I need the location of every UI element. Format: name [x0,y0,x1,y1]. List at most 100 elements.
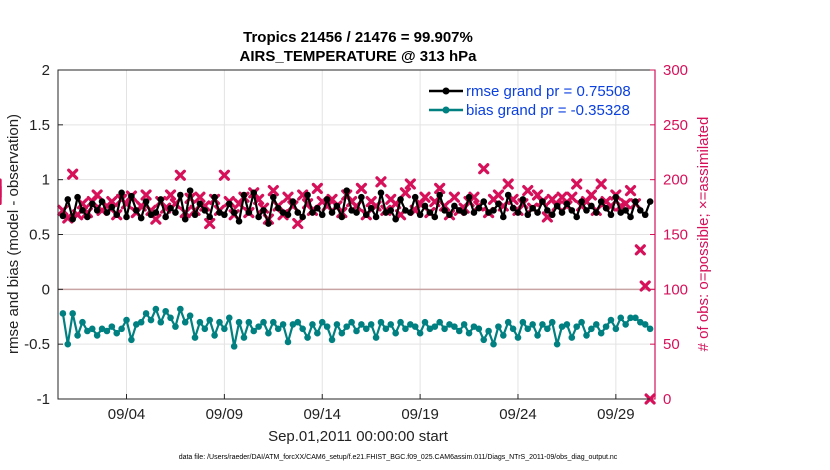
bias-point [646,325,654,333]
rmse-point [534,209,541,216]
obs-point [174,169,186,181]
rmse-point [597,198,605,205]
rmse-point [289,198,297,205]
y-tick-label: 1.5 [29,117,50,134]
x-tick-label: 09/29 [597,406,635,423]
rmse-point [142,198,150,205]
bias-point [88,325,96,333]
rmse-point [500,213,507,221]
rmse-point [113,211,121,219]
left-axis: -1 -0.5 0 0.5 1 1.5 2 [24,62,63,408]
bias-point [274,325,282,333]
bias-point [137,318,145,326]
rmse-point [592,209,600,216]
x-tick-label: 09/19 [401,406,439,423]
bias-point [602,323,610,330]
rmse-point [225,200,233,208]
bias-point [255,323,262,330]
bias-point [59,310,67,317]
rmse-point [270,193,277,201]
rmse-point [284,211,292,219]
bias-point [402,325,409,333]
rmse-point [392,215,399,223]
bias-point [622,321,629,328]
bias-point [328,336,336,344]
y-right-tick-label: 50 [663,336,680,353]
bias-point [627,314,634,322]
rmse-point [294,209,302,216]
bias-point [421,318,429,326]
rmse-point [426,209,434,216]
bias-point [480,336,488,344]
bias-point [299,325,306,333]
rmse-point [632,198,639,205]
rmse-point [622,207,629,214]
rmse-point [641,211,649,219]
y-tick-label: 0 [42,281,50,298]
y-right-tick-label: 200 [663,172,688,189]
bias-point [240,334,248,341]
rmse-point [343,187,351,194]
obs-point [639,280,651,292]
rmse-point [646,198,654,205]
right-axis: 0 50 100 150 200 250 300 [650,62,688,408]
rmse-point [309,209,316,216]
bias-point [641,321,649,328]
legend-bias-marker [442,106,450,114]
rmse-point [372,213,380,221]
obs-point [556,191,568,203]
y-tick-label: 0.5 [29,227,50,244]
bias-point [245,318,253,326]
bias-point [504,318,512,326]
bias-point [284,338,292,346]
rmse-point [221,211,228,219]
bias-point [362,325,370,333]
rmse-point [421,202,429,210]
bias-point [79,318,86,326]
obs-point [620,198,632,210]
x-axis-label: Sep.01,2011 00:00:00 start [268,428,449,445]
legend: rmse grand pr = 0.75508 bias grand pr = … [429,83,631,119]
rmse-point [627,213,634,221]
bias-point [568,334,576,341]
x-tick-label: 09/04 [108,406,146,423]
chart-title-line2: AIRS_TEMPERATURE @ 313 hPa [240,48,478,65]
obs-point [106,196,118,208]
rmse-point [397,196,404,203]
obs-point [624,185,637,197]
bias-point [118,325,125,333]
bias-point [74,332,81,339]
bias-point [592,321,600,328]
rmse-point [553,202,561,210]
obs-point [399,187,412,199]
y-axis-label-right: # of obs: o=possible; ×=assimilated [695,117,712,352]
bias-point [632,314,639,322]
rmse-point [446,211,453,219]
bias-point [201,325,209,333]
bias-point [367,321,375,328]
obs-point [634,244,646,256]
data-file-footer: data file: /Users/raeder/DAI/ATM_forcXX/… [179,454,618,461]
rmse-point [299,213,306,221]
bias-point [353,327,360,335]
bias-point [392,329,399,337]
rmse-point [568,207,576,214]
rmse-point [367,204,375,212]
bias-point [431,323,439,330]
bias-point [103,327,111,335]
obs-point [448,191,460,203]
bias-point [539,321,546,328]
obs-point [478,163,490,175]
obs-point [91,189,103,201]
obs-point [311,182,323,195]
bias-point [397,318,404,326]
bias-point [617,314,625,322]
rmse-point [79,207,86,214]
bias-point [167,314,174,322]
y-axis-label: rmse and bias (model - observation) [5,114,22,354]
rmse-point [157,196,165,203]
rmse-point [519,196,527,203]
rmse-point [436,191,443,199]
rmse-point [196,200,204,208]
